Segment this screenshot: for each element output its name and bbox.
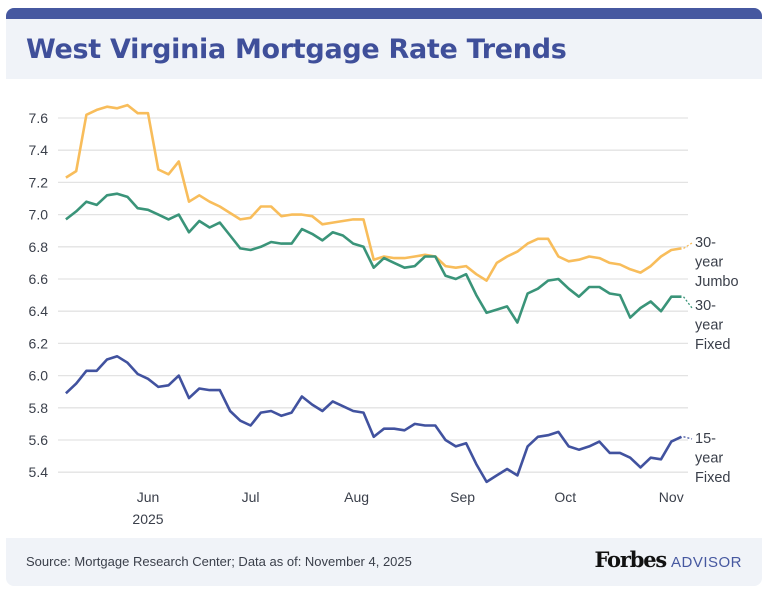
series-line-2 — [65, 354, 683, 484]
x-axis-ticks: Jun 2025 Jul Aug Sep Oct Nov — [132, 489, 683, 527]
series-label: Fixed — [695, 470, 730, 486]
gridlines — [58, 117, 688, 473]
page-title: West Virginia Mortgage Rate Trends — [26, 34, 567, 65]
series-label: Jumbo — [695, 274, 739, 290]
label-connector — [683, 296, 693, 309]
x-tick-label: Jul — [242, 489, 260, 505]
y-tick-label: 5.8 — [29, 400, 49, 416]
footer-panel: Source: Mortgage Research Center; Data a… — [6, 538, 762, 586]
series-label: 30- — [695, 235, 716, 251]
y-axis-ticks: 5.4 5.6 5.8 6.0 6.2 6.4 6.6 6.8 7.0 7.2 7.4 7.6 — [29, 110, 49, 480]
forbes-advisor-logo: Forbes ADVISOR — [594, 547, 742, 572]
y-tick-label: 6.0 — [29, 368, 49, 384]
y-tick-label: 5.4 — [29, 464, 49, 480]
header-panel: West Virginia Mortgage Rate Trends — [6, 8, 762, 79]
y-tick-label: 6.8 — [29, 239, 49, 255]
y-tick-label: 6.6 — [29, 271, 49, 287]
y-tick-label: 6.2 — [29, 335, 49, 351]
source-note: Source: Mortgage Research Center; Data a… — [26, 554, 412, 569]
series-line-0 — [65, 103, 682, 282]
series-label: year — [695, 255, 723, 271]
y-tick-label: 7.2 — [29, 174, 49, 190]
y-tick-label: 5.6 — [29, 432, 49, 448]
x-tick-label: Jun — [137, 489, 160, 505]
x-tick-label: Aug — [344, 489, 369, 505]
x-tick-label: Nov — [659, 489, 684, 505]
x-tick-year-label: 2025 — [132, 511, 163, 527]
series-labels: 30- year Jumbo 30- year Fixed 15- year Fixed — [683, 235, 739, 486]
label-connector — [683, 242, 693, 249]
series-label: year — [695, 451, 723, 467]
logo-brand: Forbes — [594, 547, 667, 572]
label-connector — [683, 436, 693, 440]
x-tick-label: Sep — [450, 489, 475, 505]
series-label: 30- — [695, 298, 716, 314]
header-accent-band — [6, 8, 762, 19]
y-tick-label: 6.4 — [29, 303, 49, 319]
series-label: Fixed — [695, 337, 730, 353]
series-lines — [65, 103, 683, 484]
x-tick-label: Oct — [554, 489, 576, 505]
series-label: year — [695, 318, 723, 334]
series-label: 15- — [695, 431, 716, 447]
series-line-1 — [65, 192, 682, 324]
y-tick-label: 7.0 — [29, 207, 49, 223]
logo-product: ADVISOR — [670, 554, 742, 571]
y-tick-label: 7.4 — [29, 142, 49, 158]
y-tick-label: 7.6 — [29, 110, 49, 126]
